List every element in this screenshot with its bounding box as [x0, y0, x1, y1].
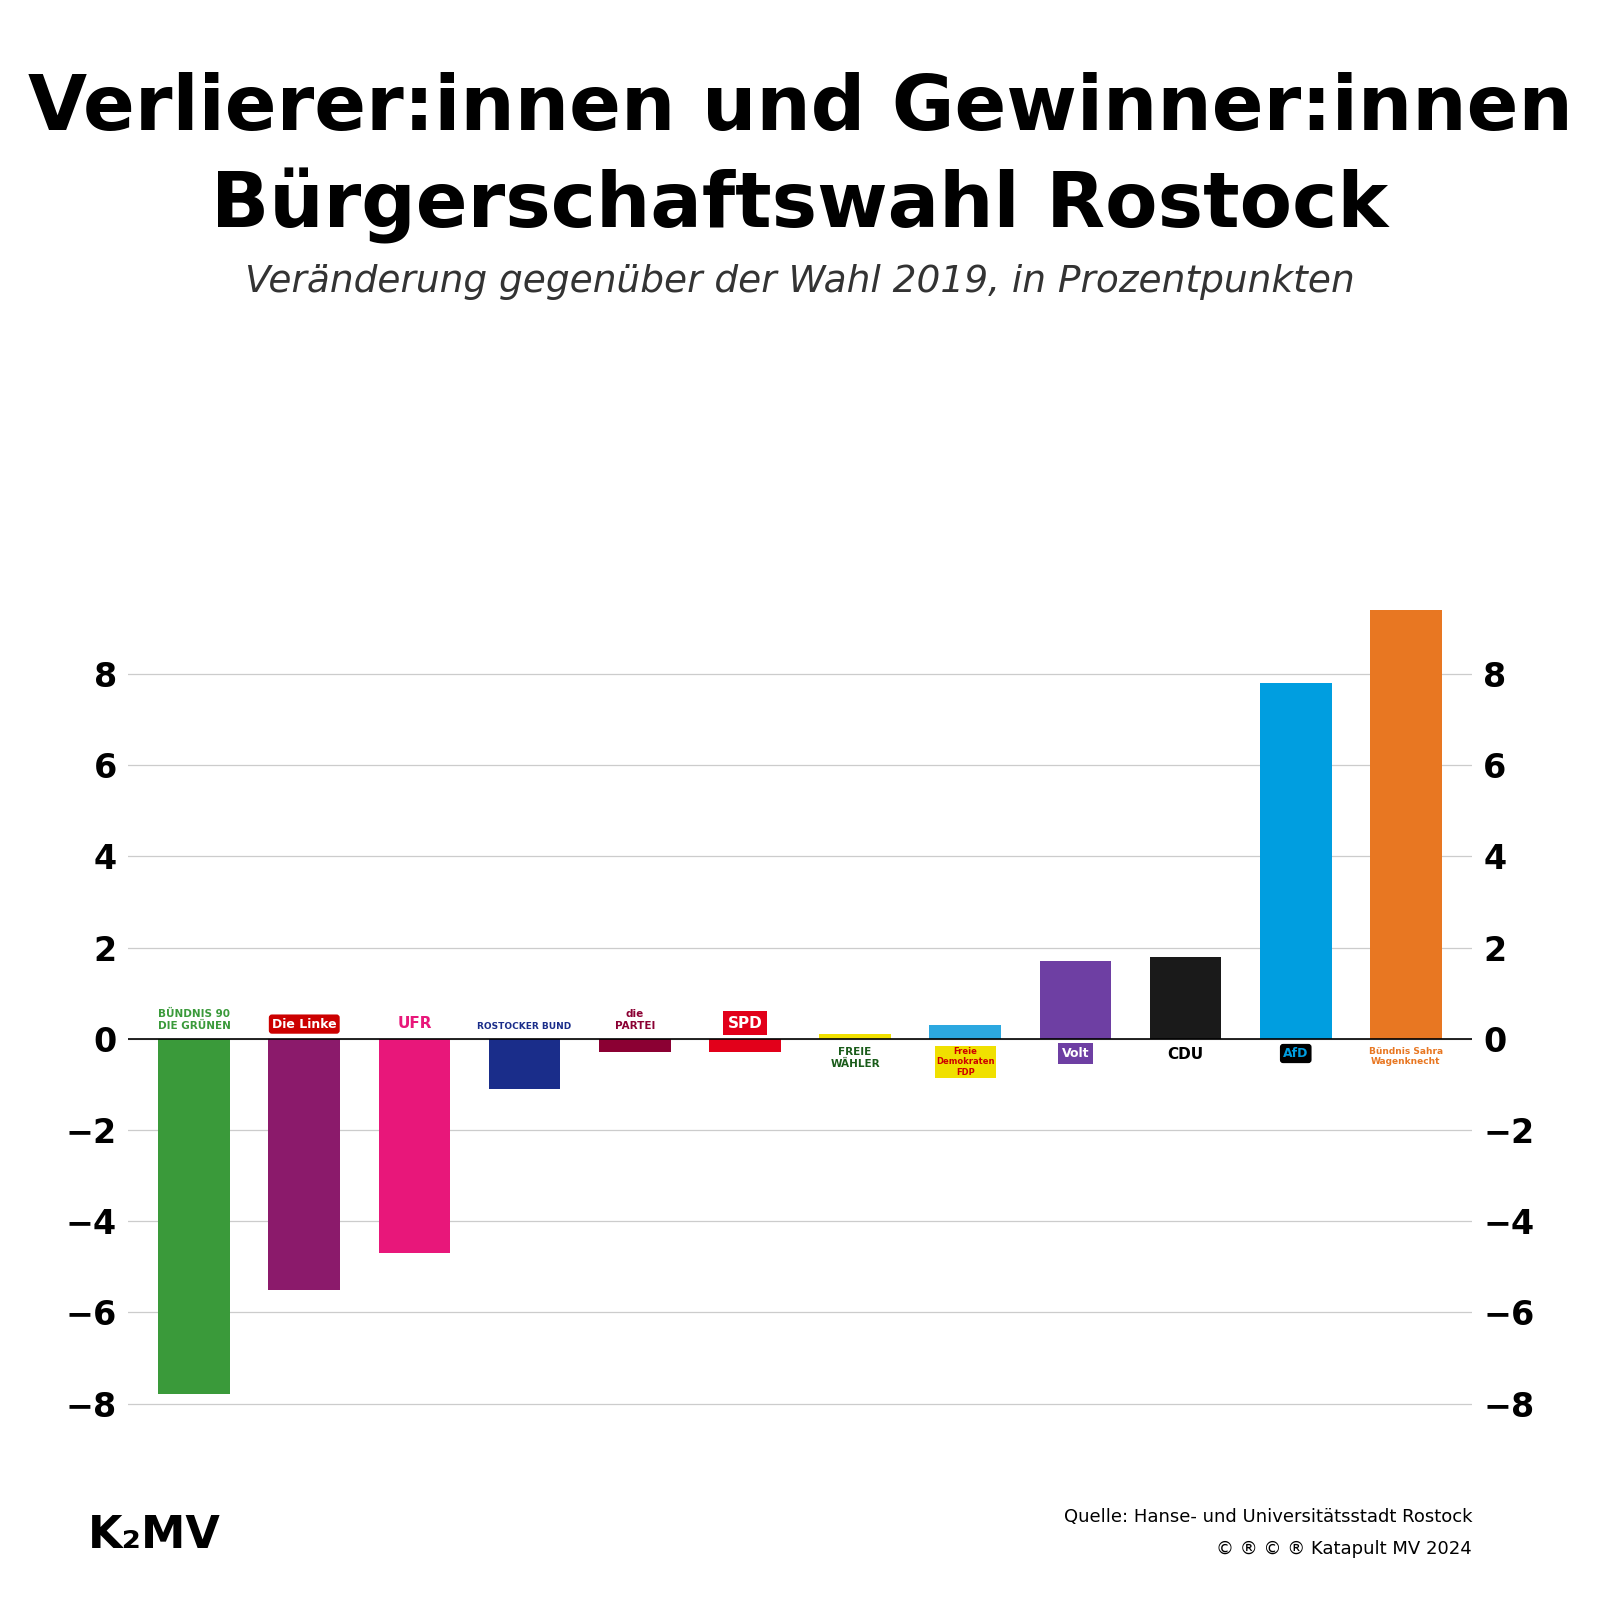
Text: SPD: SPD: [728, 1016, 762, 1030]
Bar: [819, 1034, 891, 1038]
Text: Freie
Demokraten
FDP: Freie Demokraten FDP: [936, 1046, 995, 1077]
Text: K₂MV: K₂MV: [88, 1515, 221, 1557]
Text: Bündnis Sahra
Wagenknecht: Bündnis Sahra Wagenknecht: [1370, 1046, 1443, 1067]
Text: CDU: CDU: [1168, 1046, 1203, 1062]
Text: UFR: UFR: [397, 1016, 432, 1030]
Text: FREIE
WÄHLER: FREIE WÄHLER: [830, 1046, 880, 1069]
Bar: [158, 1038, 230, 1395]
Text: ROSTOCKER BUND: ROSTOCKER BUND: [477, 1021, 571, 1030]
Bar: [930, 1026, 1002, 1038]
Text: Die Linke: Die Linke: [272, 1018, 336, 1030]
Text: die
PARTEI: die PARTEI: [614, 1010, 654, 1030]
Text: BÜNDNIS 90
DIE GRÜNEN: BÜNDNIS 90 DIE GRÜNEN: [158, 1010, 230, 1030]
Text: Verlierer:innen und Gewinner:innen: Verlierer:innen und Gewinner:innen: [27, 72, 1573, 146]
Text: Quelle: Hanse- und Universitätsstadt Rostock: Quelle: Hanse- und Universitätsstadt Ros…: [1064, 1507, 1472, 1526]
Text: AfD: AfD: [1283, 1046, 1309, 1061]
Bar: [379, 1038, 450, 1253]
Text: Veränderung gegenüber der Wahl 2019, in Prozentpunkten: Veränderung gegenüber der Wahl 2019, in …: [245, 264, 1355, 301]
Bar: [1370, 610, 1442, 1038]
Bar: [1150, 957, 1221, 1038]
Text: © ® © ® Katapult MV 2024: © ® © ® Katapult MV 2024: [1216, 1539, 1472, 1558]
Bar: [488, 1038, 560, 1090]
Bar: [1259, 683, 1331, 1038]
Bar: [1040, 962, 1112, 1038]
Bar: [709, 1038, 781, 1053]
Bar: [598, 1038, 670, 1053]
Text: Volt: Volt: [1062, 1046, 1090, 1061]
Text: Bürgerschaftswahl Rostock: Bürgerschaftswahl Rostock: [211, 168, 1389, 245]
Bar: [269, 1038, 341, 1290]
